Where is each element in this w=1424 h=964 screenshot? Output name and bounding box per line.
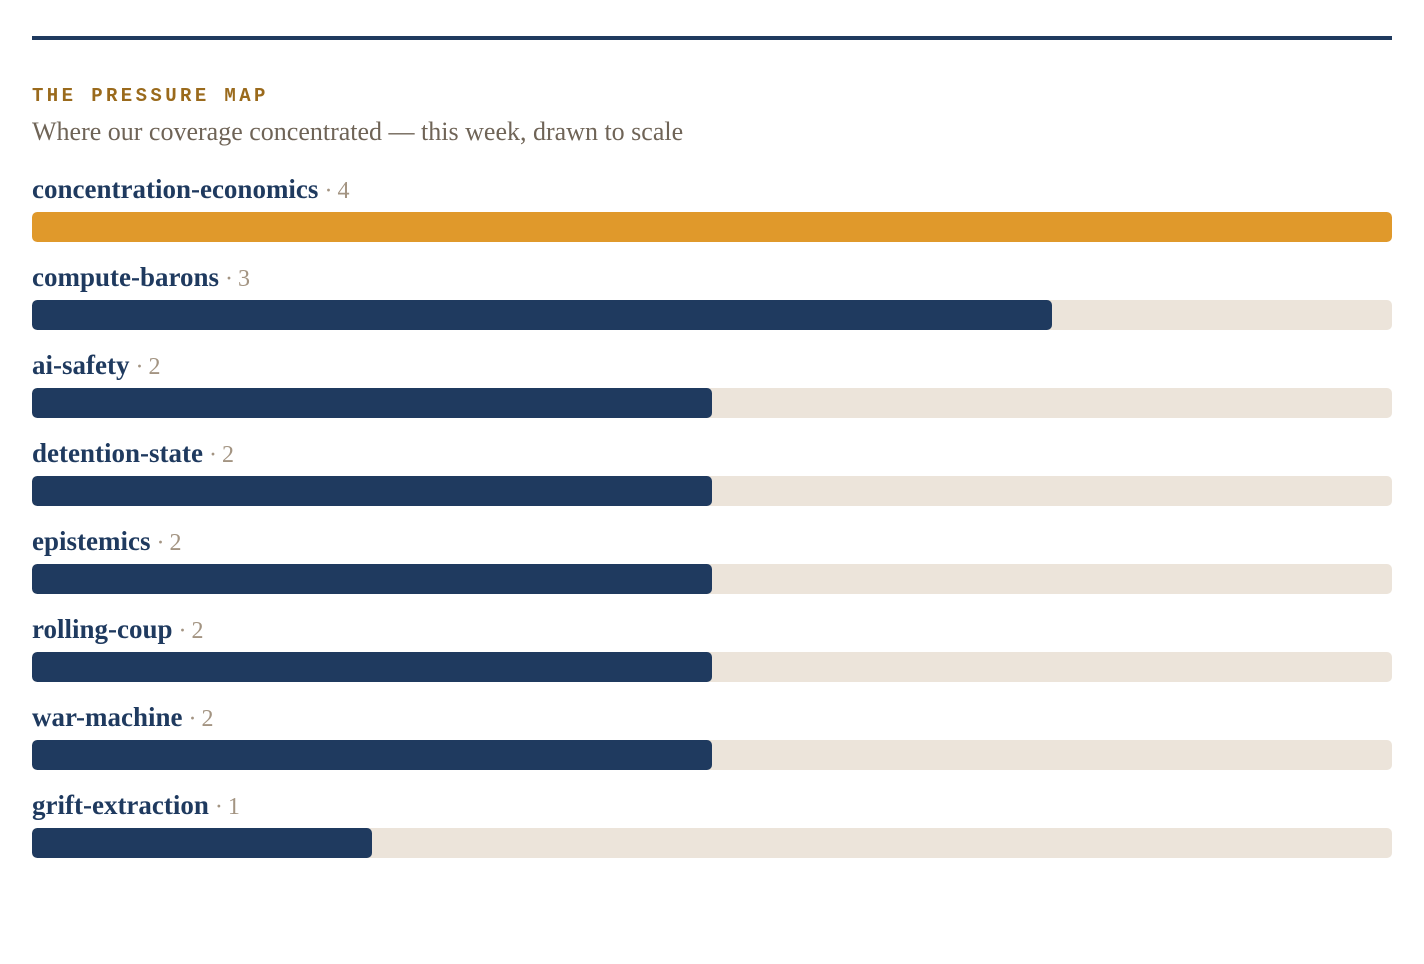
bar-label: compute-barons · 3 xyxy=(32,262,1392,292)
bar-row: rolling-coup · 2 xyxy=(32,614,1392,702)
category-label: concentration-economics xyxy=(32,174,319,204)
bar-fill xyxy=(32,652,712,682)
top-rule xyxy=(32,36,1392,40)
category-label: epistemics xyxy=(32,526,151,556)
separator-dot: · xyxy=(156,530,165,556)
bar-track xyxy=(32,300,1392,330)
count-label: 3 xyxy=(238,266,251,292)
bar-row: detention-state · 2 xyxy=(32,438,1392,526)
count-label: 2 xyxy=(221,442,234,468)
pressure-map-panel: THE PRESSURE MAP Where our coverage conc… xyxy=(32,36,1392,878)
bar-fill xyxy=(32,476,712,506)
count-label: 2 xyxy=(148,354,161,380)
category-label: war-machine xyxy=(32,702,183,732)
bar-fill xyxy=(32,564,712,594)
separator-dot: · xyxy=(214,794,223,820)
category-label: detention-state xyxy=(32,438,203,468)
bar-fill xyxy=(32,300,1052,330)
separator-dot: · xyxy=(188,706,197,732)
bar-track xyxy=(32,828,1392,858)
count-label: 2 xyxy=(191,618,204,644)
bar-fill xyxy=(32,740,712,770)
bar-label: rolling-coup · 2 xyxy=(32,614,1392,644)
bar-fill xyxy=(32,388,712,418)
bar-track xyxy=(32,212,1392,242)
bar-label: concentration-economics · 4 xyxy=(32,174,1392,204)
bar-row: compute-barons · 3 xyxy=(32,262,1392,350)
bar-row: grift-extraction · 1 xyxy=(32,790,1392,878)
separator-dot: · xyxy=(178,618,187,644)
bar-track xyxy=(32,476,1392,506)
bar-row: epistemics · 2 xyxy=(32,526,1392,614)
bar-row: ai-safety · 2 xyxy=(32,350,1392,438)
bar-track xyxy=(32,652,1392,682)
bar-label: ai-safety · 2 xyxy=(32,350,1392,380)
bar-fill xyxy=(32,828,372,858)
category-label: rolling-coup xyxy=(32,614,173,644)
count-label: 2 xyxy=(201,706,214,732)
category-label: grift-extraction xyxy=(32,790,209,820)
bar-label: detention-state · 2 xyxy=(32,438,1392,468)
bar-label: grift-extraction · 1 xyxy=(32,790,1392,820)
count-label: 2 xyxy=(169,530,182,556)
bar-label: war-machine · 2 xyxy=(32,702,1392,732)
bar-fill xyxy=(32,212,1392,242)
bar-track xyxy=(32,388,1392,418)
bar-row: concentration-economics · 4 xyxy=(32,174,1392,262)
separator-dot: · xyxy=(225,266,234,292)
separator-dot: · xyxy=(324,178,333,204)
category-label: compute-barons xyxy=(32,262,220,292)
count-label: 1 xyxy=(227,794,240,820)
section-kicker: THE PRESSURE MAP xyxy=(32,85,269,107)
category-label: ai-safety xyxy=(32,350,130,380)
bar-track xyxy=(32,564,1392,594)
separator-dot: · xyxy=(135,354,144,380)
bar-row: war-machine · 2 xyxy=(32,702,1392,790)
separator-dot: · xyxy=(208,442,217,468)
bar-track xyxy=(32,740,1392,770)
bar-label: epistemics · 2 xyxy=(32,526,1392,556)
bar-list: concentration-economics · 4 compute-barons ·… xyxy=(32,174,1392,878)
count-label: 4 xyxy=(337,178,350,204)
chart-subtitle: Where our coverage concentrated — this w… xyxy=(32,117,684,146)
